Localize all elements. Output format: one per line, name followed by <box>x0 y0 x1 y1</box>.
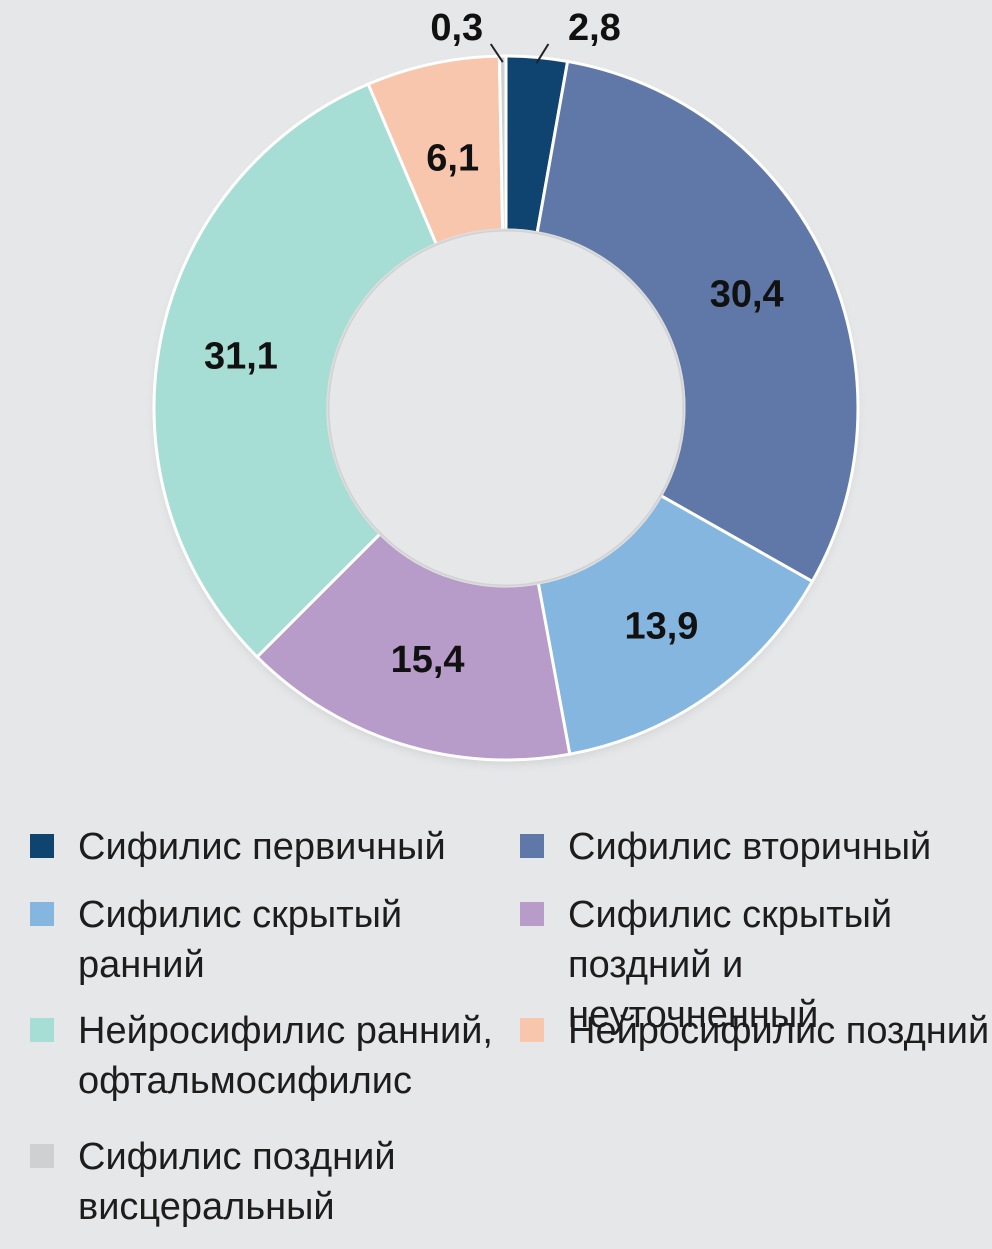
slice-value-label: 0,3 <box>430 7 483 49</box>
slice-value-label: 31,1 <box>204 336 278 378</box>
legend-item: Сифилис скрытый ранний <box>30 890 402 990</box>
legend-label: Сифилис поздний висцеральный <box>78 1136 396 1228</box>
donut-hole-shadow <box>326 228 686 588</box>
legend-swatch <box>520 834 544 858</box>
legend-swatch <box>30 902 54 926</box>
legend-item: Сифилис поздний висцеральный <box>30 1132 396 1232</box>
slice-value-label: 15,4 <box>391 639 465 681</box>
legend-label: Нейросифилис ранний, офтальмосифилис <box>78 1010 493 1102</box>
callout-line <box>535 43 550 64</box>
legend-item: Сифилис первичный <box>30 822 446 872</box>
legend-item: Нейросифилис поздний <box>520 1006 989 1056</box>
legend-item: Нейросифилис ранний, офтальмосифилис <box>30 1006 493 1106</box>
slice-value-label: 30,4 <box>710 274 784 316</box>
legend-swatch <box>30 834 54 858</box>
legend-swatch <box>520 1018 544 1042</box>
slice-value-label: 13,9 <box>624 605 698 647</box>
donut-chart: 2,8 30,4 13,9 15,4 31,1 6,1 0,3 <box>152 7 860 762</box>
legend-swatch <box>30 1018 54 1042</box>
legend-item: Сифилис скрытый поздний и неуточненный <box>520 890 992 1040</box>
slice-value-label: 6,1 <box>426 138 479 180</box>
legend-item: Сифилис вторичный <box>520 822 931 872</box>
legend-label: Сифилис первичный <box>78 826 446 868</box>
legend-label: Нейросифилис поздний <box>568 1010 990 1052</box>
legend-label: Сифилис вторичный <box>568 826 932 868</box>
legend-label: Сифилис скрытый ранний <box>78 894 403 986</box>
slice-value-label: 2,8 <box>568 7 621 49</box>
legend-swatch <box>520 902 544 926</box>
donut-hole <box>328 230 684 586</box>
callout-line <box>489 43 504 63</box>
legend-label: Сифилис скрытый поздний и неуточненный <box>568 894 893 1036</box>
legend-swatch <box>30 1144 54 1168</box>
